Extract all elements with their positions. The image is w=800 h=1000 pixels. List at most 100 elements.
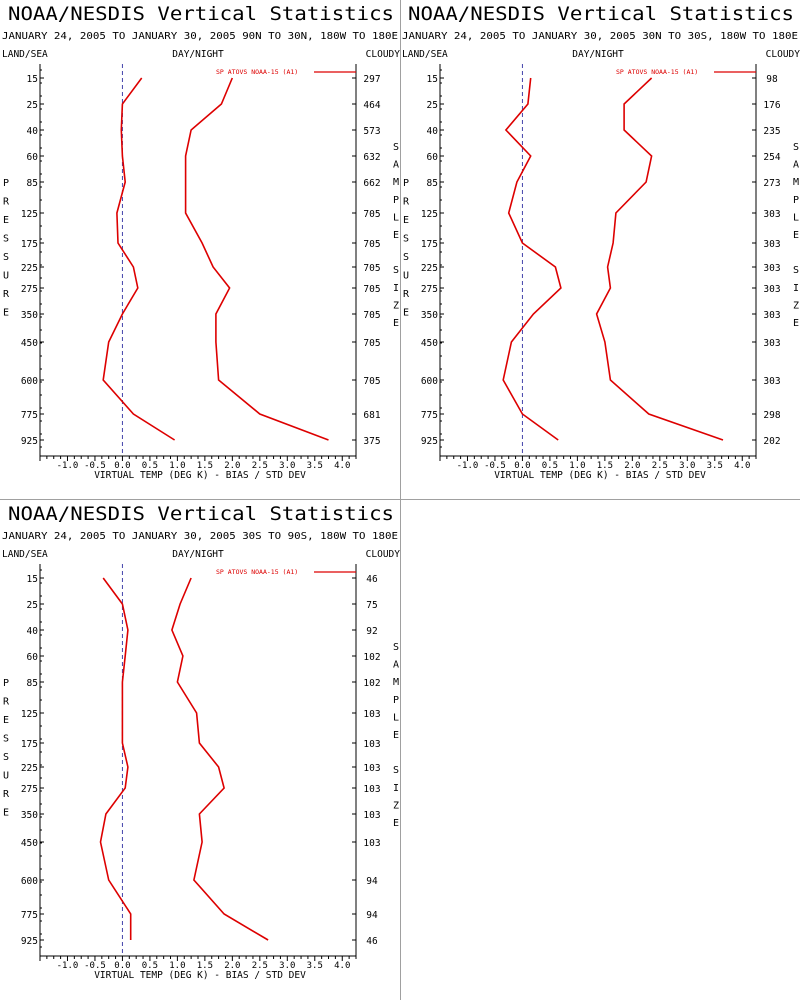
x-tick-label: 2.0	[224, 961, 240, 971]
pressure-axis-letter: S	[3, 752, 9, 763]
sample-size-label: 75	[366, 600, 377, 611]
pressure-tick-label: 125	[421, 209, 438, 220]
sample-size-axis-letter: S	[393, 642, 399, 653]
x-axis-label: VIRTUAL TEMP (DEG K) - BIAS / STD DEV	[494, 470, 706, 481]
x-axis-label: VIRTUAL TEMP (DEG K) - BIAS / STD DEV	[94, 970, 306, 981]
pressure-axis-letter: S	[3, 252, 9, 263]
x-tick-label: 1.0	[169, 461, 185, 471]
sample-size-axis-letter: I	[793, 283, 799, 294]
pressure-tick-label: 85	[427, 178, 438, 189]
sample-size-label: 103	[363, 838, 380, 849]
sample-size-label: 94	[366, 910, 378, 921]
sample-size-label: 303	[763, 263, 780, 274]
x-tick-label: 0.5	[142, 461, 158, 471]
x-tick-label: 3.5	[307, 461, 323, 471]
sample-size-label: 705	[363, 239, 380, 250]
day-night-label: DAY/NIGHT	[172, 49, 224, 60]
pressure-tick-label: 350	[421, 310, 438, 321]
pressure-axis-letter: S	[3, 234, 9, 245]
sample-size-axis-letter: P	[393, 695, 399, 706]
pressure-tick-label: 85	[27, 678, 38, 689]
legend-label: SP ATOVS NOAA-15 (A1)	[216, 68, 298, 76]
pressure-tick-label: 85	[27, 178, 38, 189]
pressure-tick-label: 15	[27, 74, 38, 85]
pressure-tick-label: 775	[21, 910, 38, 921]
sample-size-axis-letter: I	[393, 283, 399, 294]
pressure-tick-label: 350	[21, 810, 38, 821]
x-tick-label: 3.0	[679, 461, 695, 471]
pressure-tick-label: 925	[21, 936, 38, 947]
x-tick-label: 0.5	[542, 461, 558, 471]
pressure-tick-label: 600	[421, 376, 438, 387]
cloudy-label: CLOUDY	[766, 49, 800, 60]
pressure-tick-label: 25	[27, 600, 38, 611]
x-tick-label: 3.5	[307, 961, 323, 971]
chart-panel-30n-30s: NOAA/NESDIS Vertical Statistics JANUARY 2…	[402, 3, 800, 481]
x-tick-label: 0.0	[114, 461, 130, 471]
sample-size-axis-letter: L	[793, 212, 799, 223]
sample-size-label: 46	[366, 574, 378, 585]
cloudy-label: CLOUDY	[366, 49, 401, 60]
pressure-tick-label: 450	[21, 838, 38, 849]
sample-size-axis-letter: I	[393, 783, 399, 794]
sample-size-label: 705	[363, 284, 380, 295]
sample-size-axis-letter: Z	[393, 300, 399, 311]
x-tick-label: 2.0	[624, 461, 640, 471]
sample-size-label: 98	[766, 74, 778, 85]
pressure-axis-letter: U	[3, 771, 9, 782]
sample-size-label: 103	[363, 709, 380, 720]
chart-subtitle: JANUARY 24, 2005 TO JANUARY 30, 2005 90N…	[2, 31, 398, 42]
x-tick-label: 1.0	[569, 461, 585, 471]
sample-size-label: 705	[363, 338, 380, 349]
sample-size-axis-letter: M	[793, 177, 799, 188]
land-sea-label: LAND/SEA	[2, 49, 48, 60]
pressure-tick-label: 25	[27, 100, 38, 111]
pressure-axis-letter: S	[403, 252, 409, 263]
x-tick-label: 1.0	[169, 961, 185, 971]
pressure-axis-letter: R	[3, 197, 10, 208]
sample-size-label: 375	[363, 436, 380, 447]
pressure-axis-letter: R	[3, 789, 10, 800]
pressure-tick-label: 60	[27, 152, 39, 163]
sample-size-axis-letter: E	[393, 818, 399, 829]
x-tick-label: 4.0	[334, 961, 350, 971]
legend-label: SP ATOVS NOAA-15 (A1)	[616, 68, 698, 76]
pressure-tick-label: 225	[421, 263, 438, 274]
sample-size-label: 103	[363, 810, 380, 821]
sample-size-axis-letter: M	[393, 177, 399, 188]
pressure-axis-letter: R	[403, 289, 410, 300]
x-tick-label: 2.5	[252, 461, 268, 471]
pressure-tick-label: 125	[21, 209, 38, 220]
pressure-tick-label: 275	[21, 784, 38, 795]
pressure-axis-letter: U	[403, 271, 409, 282]
x-tick-label: 2.5	[252, 961, 268, 971]
chart-panel-90n-30n: NOAA/NESDIS Vertical Statistics JANUARY 2…	[2, 3, 401, 481]
land-sea-label: LAND/SEA	[2, 549, 48, 560]
x-tick-label: 4.0	[734, 461, 750, 471]
chart-subtitle: JANUARY 24, 2005 TO JANUARY 30, 2005 30S…	[2, 531, 398, 542]
pressure-tick-label: 25	[427, 100, 438, 111]
land-sea-label: LAND/SEA	[402, 49, 448, 60]
sample-size-label: 297	[363, 74, 380, 85]
x-tick-label: 3.0	[279, 961, 295, 971]
x-axis-label: VIRTUAL TEMP (DEG K) - BIAS / STD DEV	[94, 470, 306, 481]
chart-title: NOAA/NESDIS Vertical Statistics	[408, 3, 794, 25]
sample-size-axis-letter: Z	[793, 300, 799, 311]
x-tick-label: 0.5	[142, 961, 158, 971]
pressure-tick-label: 275	[421, 284, 438, 295]
sample-size-axis-letter: Z	[393, 800, 399, 811]
x-tick-label: -0.5	[484, 461, 506, 471]
pressure-axis-letter: R	[3, 289, 10, 300]
sample-size-axis-letter: S	[393, 265, 399, 276]
sample-size-axis-letter: S	[393, 142, 399, 153]
sample-size-label: 632	[363, 152, 380, 163]
pressure-axis-letter: R	[3, 697, 10, 708]
day-night-label: DAY/NIGHT	[572, 49, 624, 60]
sample-size-label: 303	[763, 376, 780, 387]
series-line-std-dev	[184, 77, 329, 441]
chart-title: NOAA/NESDIS Vertical Statistics	[8, 503, 394, 525]
sample-size-axis-letter: P	[793, 195, 799, 206]
sample-size-label: 705	[363, 310, 380, 321]
pressure-tick-label: 925	[421, 436, 438, 447]
sample-size-label: 103	[363, 784, 380, 795]
